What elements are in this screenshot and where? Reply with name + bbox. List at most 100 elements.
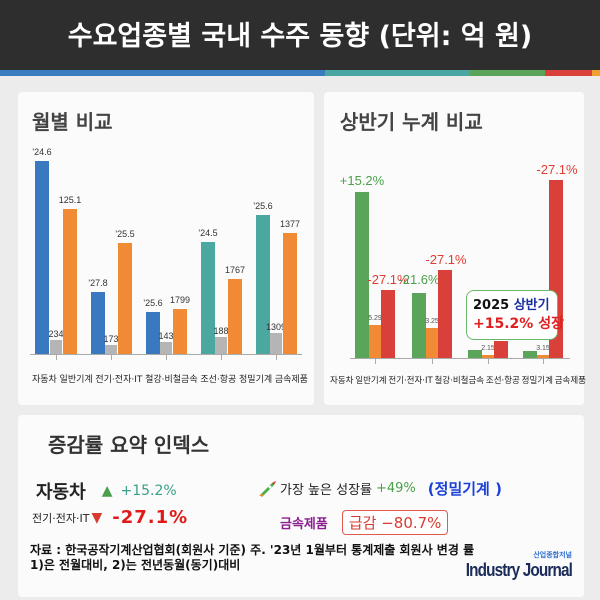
x-label: 정밀기계 (521, 376, 553, 386)
bar-teal-4 (201, 242, 215, 354)
metal-label: 금속제품 (280, 517, 328, 532)
bar-orange-2 (118, 243, 132, 354)
tick (56, 355, 57, 360)
bar-orange-3 (173, 309, 187, 354)
bar-gray-1 (50, 340, 62, 354)
bar-label: 2.15 (481, 345, 495, 352)
bar-label: '25.6 (253, 201, 273, 211)
source-note: 자료 : 한국공작기계산업협회(회원사 기준) 주. '23년 1월부터 통계제… (30, 543, 474, 573)
bar-label: 1767 (224, 265, 246, 275)
monthly-comparison-panel: 월별 비교 '24.6 234 125.1 '27.8 173 '25.5 '2… (18, 92, 314, 405)
bar-orange-4 (537, 355, 549, 358)
highest-growth-row: 가장 높은 성장률 +49% (정밀기계 ) (256, 478, 502, 499)
callout-period: 상반기 (513, 298, 550, 313)
x-label: 금속제품 (554, 376, 586, 386)
bar-green-2 (412, 293, 426, 358)
bar-blue-3 (146, 312, 160, 354)
callout-line-1: 2025 상반기 (473, 294, 551, 313)
callout-word: 성장 (538, 316, 564, 332)
up-arrow-icon: ▲ (101, 483, 113, 499)
x-axis (30, 354, 302, 355)
bar-gray-5 (270, 333, 282, 354)
tick (166, 355, 167, 360)
bar-orange-4 (228, 279, 242, 354)
bar-label: 234 (48, 329, 64, 339)
bar-orange-1 (369, 325, 381, 358)
pct-label: +15.2% (339, 173, 385, 188)
x-label: 일반기계 (59, 375, 93, 385)
panel-title: 증감률 요약 인덱스 (48, 433, 210, 457)
header-banner: 수요업종별 국내 수주 동향 (단위: 억 원) (0, 0, 600, 76)
bar-label: '27.8 (88, 278, 108, 288)
bar-red-3 (494, 341, 508, 358)
x-label: 정밀기계 (239, 375, 273, 385)
x-label: 자동차 (330, 376, 354, 386)
pct-label: -27.1% (425, 252, 467, 267)
tick (276, 355, 277, 360)
bar-gray-3 (160, 342, 172, 354)
bar-blue-2 (91, 292, 105, 354)
bar-orange-1 (63, 209, 77, 354)
bar-label: '25.5 (115, 229, 135, 239)
x-label: 조선·항공 (485, 376, 520, 386)
bar-green-4 (523, 351, 537, 358)
down-arrow-icon: ▼ (91, 509, 103, 526)
bar-label: 1799 (169, 295, 191, 305)
bar-orange-5 (283, 233, 297, 354)
bar-label: 5.29 (368, 315, 382, 322)
bar-gray-4 (215, 337, 227, 354)
x-label: 금속제품 (274, 375, 308, 385)
x-label: 전기·전자·IT (95, 375, 143, 385)
x-label: 철강·비철금속 (145, 375, 198, 385)
note-line-2: 1)은 전월대비, 2)는 전년동월(동기)대비 (30, 558, 241, 572)
panel-title: 상반기 누계 비교 (340, 110, 483, 134)
highest-sector: (정밀기계 ) (427, 480, 502, 498)
page-title: 수요업종별 국내 수주 동향 (단위: 억 원) (67, 21, 533, 52)
logo-korean: 산업종합저널 (533, 551, 572, 559)
pct-label: -27.1% (367, 272, 409, 287)
electronics-label: 전기·전자·IT (32, 511, 90, 525)
pct-label: -27.1% (536, 162, 578, 177)
color-stripe (0, 70, 600, 76)
note-line-1: 자료 : 한국공작기계산업협회(회원사 기준) 주. '23년 1월부터 통계제… (30, 543, 475, 557)
tick (111, 355, 112, 360)
highest-label: 가장 높은 성장률 (280, 483, 372, 498)
bar-teal-5 (256, 215, 270, 354)
bar-label: 188 (213, 326, 229, 336)
bar-label: 125.1 (58, 195, 82, 205)
sharp-decline-badge: 급감 −80.7% (341, 510, 449, 535)
tick (488, 359, 489, 364)
bar-label: 1309 (265, 322, 287, 332)
panel-title: 월별 비교 (32, 110, 113, 134)
pct-label: -21.6% (398, 272, 440, 287)
publisher-logo: 산업종합저널 Industry Journal (447, 550, 573, 581)
bar-label: '25.6 (143, 298, 163, 308)
logo-english: Industry Journal (465, 560, 573, 580)
electronics-value: -27.1% (112, 507, 189, 528)
tick (543, 359, 544, 364)
callout-growth: +15.2% (473, 316, 534, 332)
summary-index-panel: 증감률 요약 인덱스 자동차 ▲ +15.2% 전기·전자·IT ▼ -27.1… (18, 415, 584, 597)
tick (221, 355, 222, 360)
bar-label: '24.5 (198, 228, 218, 238)
bar-blue-1 (35, 161, 49, 354)
x-label: 철강·비철금속 (434, 376, 485, 386)
callout-year: 2025 (473, 298, 510, 313)
bar-label: 173 (103, 334, 119, 344)
x-axis (350, 358, 570, 359)
bar-label: 143 (158, 331, 174, 341)
bar-red-2 (438, 270, 452, 358)
bar-orange-3 (482, 355, 494, 358)
electronics-row: 전기·전자·IT ▼ -27.1% (32, 507, 188, 528)
x-label: 조선·항공 (200, 375, 237, 385)
auto-label: 자동차 (36, 482, 86, 503)
x-label: 전기·전자·IT (388, 376, 433, 386)
callout-line-2: +15.2% 성장 (473, 313, 564, 333)
x-axis-labels: 자동차 일반기계 전기·전자·IT 철강·비철금속 조선·항공 정밀기계 금속제… (32, 372, 308, 385)
x-label: 일반기계 (355, 376, 387, 386)
bar-label: '24.6 (32, 147, 52, 157)
auto-row: 자동차 ▲ +15.2% (36, 478, 177, 504)
bar-orange-2 (426, 328, 438, 358)
bar-green-3 (468, 350, 482, 358)
bar-label: 3.25 (425, 318, 439, 325)
